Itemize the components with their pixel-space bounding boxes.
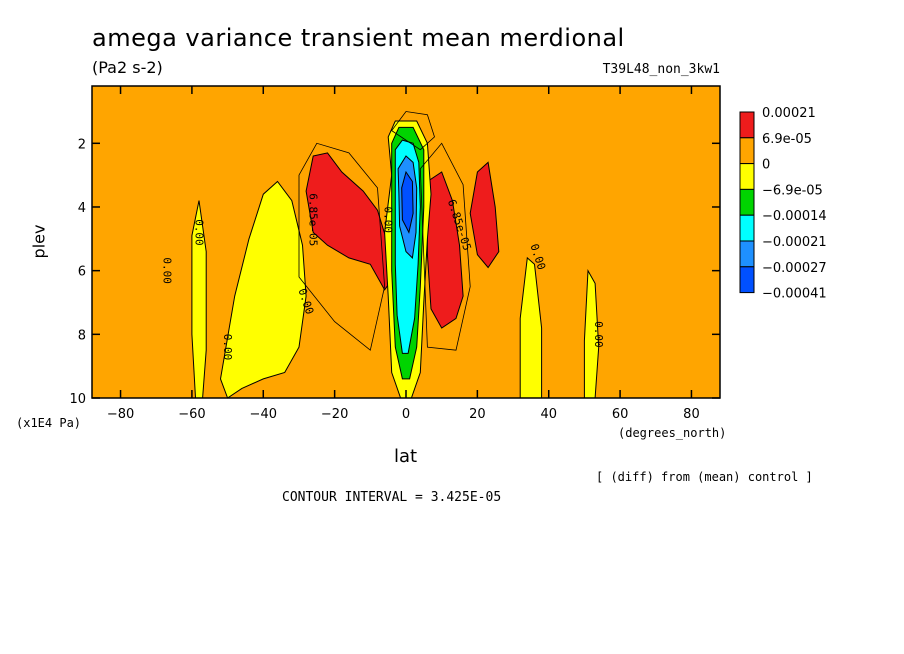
legend-label-0: 0.00021 <box>762 106 816 121</box>
legend-label-3: −6.9e-05 <box>762 183 823 198</box>
y-axis-ticks: 2 4 6 8 10 <box>69 137 720 407</box>
legend-label-5: −0.00021 <box>762 235 827 250</box>
x-tick-label: 80 <box>683 407 700 422</box>
x-tick-label: 0 <box>402 407 410 422</box>
color-legend: 0.00021 6.9e-05 0 −6.9e-05 −0.00014 −0.00021 −… <box>739 106 827 302</box>
y-tick-label: 2 <box>78 137 86 152</box>
contour-label-8: 0.00 <box>382 206 395 233</box>
legend-label-1: 6.9e-05 <box>762 132 812 147</box>
x-tick-label: −80 <box>107 407 134 422</box>
y-tick-label: 4 <box>78 201 86 216</box>
y-tick-label: 10 <box>69 392 86 407</box>
contour-lines <box>298 111 471 351</box>
contour-label-0: 6.85e-05 <box>307 193 320 246</box>
contour-outline-2 <box>391 111 435 151</box>
x-tick-label: 20 <box>469 407 486 422</box>
x-tick-label: −40 <box>250 407 277 422</box>
legend-label-7: −0.00041 <box>762 287 827 302</box>
contour-label-7: 0.00 <box>592 321 605 348</box>
y-axis-units: (x1E4 Pa) <box>16 416 82 430</box>
y-axis-label: plev <box>29 224 49 259</box>
region-positive-high-1 <box>426 171 464 329</box>
contour-outline-1 <box>419 142 471 351</box>
y-tick-label: 8 <box>78 328 86 343</box>
legend-swatch-5 <box>739 240 755 268</box>
diff-note: [ (diff) from (mean) control ] <box>596 470 813 484</box>
legend-swatch-4 <box>739 214 755 242</box>
contour-label-2: 0.00 <box>192 219 205 246</box>
region-positive-high-2 <box>469 161 500 269</box>
x-tick-label: 60 <box>612 407 629 422</box>
filled-contour-regions <box>92 86 720 399</box>
region-negative-5 <box>219 180 307 399</box>
x-tick-label: −60 <box>178 407 205 422</box>
contour-outline-0 <box>298 142 386 351</box>
legend-swatch-0 <box>739 111 755 139</box>
legend-swatch-1 <box>739 137 755 165</box>
legend-label-2: 0 <box>762 158 770 173</box>
x-axis-ticks: −80 −60 −40 −20 0 20 40 60 80 <box>107 86 700 422</box>
legend-swatch-2 <box>739 163 755 190</box>
run-label: T39L48_non_3kw1 <box>602 62 720 77</box>
legend-swatch-3 <box>739 188 755 216</box>
contour-label-3: 0.00 <box>160 257 173 284</box>
region-negative-6 <box>191 200 207 399</box>
y-tick-label: 6 <box>78 265 86 280</box>
chart-title: amega variance transient mean merdional <box>92 24 625 52</box>
x-tick-label: −20 <box>321 407 348 422</box>
legend-swatch-6 <box>739 266 755 294</box>
chart-units: (Pa2 s-2) <box>92 58 163 77</box>
legend-label-4: −0.00014 <box>762 209 827 224</box>
contour-label-4: 0.00 <box>221 334 234 361</box>
region-strongest-negative-12 <box>401 170 414 234</box>
x-axis-label: lat <box>394 446 418 467</box>
legend-label-6: −0.00027 <box>762 261 827 276</box>
contour-interval: CONTOUR INTERVAL = 3.425E-05 <box>282 490 502 505</box>
x-axis-units: (degrees_north) <box>618 426 727 440</box>
x-tick-label: 40 <box>540 407 557 422</box>
